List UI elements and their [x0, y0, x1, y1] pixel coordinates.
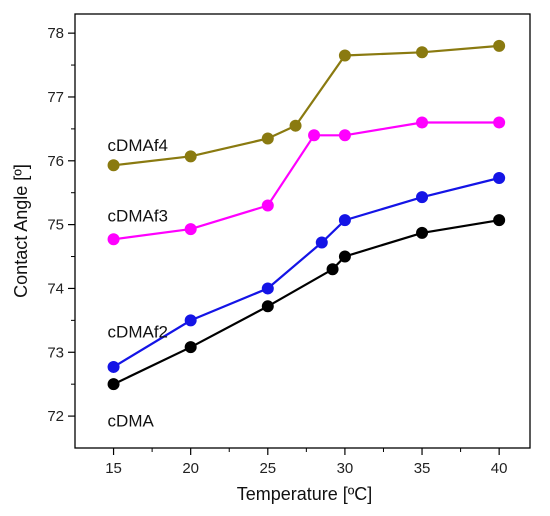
data-point [338, 250, 351, 263]
data-point [338, 214, 351, 227]
data-point [416, 116, 429, 129]
x-tick-label: 40 [491, 460, 508, 477]
data-point [107, 378, 120, 391]
x-tick-label: 35 [414, 460, 431, 477]
data-point [493, 39, 506, 52]
y-tick-label: 73 [47, 344, 64, 361]
data-point [261, 132, 274, 145]
data-point [416, 226, 429, 239]
series-label-cDMAf3: cDMAf3 [108, 206, 168, 225]
data-point [493, 116, 506, 129]
data-point [338, 49, 351, 62]
axes: 15 20 25 30 35 40 72 73 74 75 76 77 78 Temperature [º… [11, 13, 531, 504]
data-point [338, 129, 351, 142]
x-tick-label: 25 [259, 460, 276, 477]
plot-frame [74, 13, 531, 449]
y-tick-label: 74 [47, 280, 64, 297]
data-point [261, 300, 274, 313]
series-cDMAf4 [107, 39, 506, 172]
y-tick-label: 77 [47, 89, 64, 106]
series-cDMAf3 [107, 116, 506, 246]
y-tick-label: 75 [47, 217, 64, 234]
series-cDMA [107, 214, 506, 391]
x-tick-label: 20 [182, 460, 199, 477]
data-point [493, 214, 506, 227]
data-point [326, 263, 339, 276]
series-group [107, 39, 506, 391]
series-label-cDMAf2: cDMAf2 [108, 323, 168, 342]
series-labels: cDMAf4 cDMAf3 cDMAf2 cDMA [108, 136, 168, 430]
data-point [107, 233, 120, 246]
data-point [308, 129, 321, 142]
series-label-cDMA: cDMA [108, 411, 155, 430]
y-tick-label: 76 [47, 153, 64, 170]
data-point [107, 360, 120, 373]
series-line [113, 219, 500, 386]
y-tick-label: 72 [47, 408, 64, 425]
data-point [184, 314, 197, 327]
series-cDMAf2 [107, 172, 506, 373]
data-point [416, 46, 429, 59]
y-tick-label: 78 [47, 25, 64, 42]
data-point [184, 150, 197, 163]
data-point [289, 119, 302, 132]
data-point [107, 159, 120, 172]
x-axis-title: Temperature [ºC] [237, 484, 373, 504]
data-point [493, 172, 506, 185]
series-label-cDMAf4: cDMAf4 [108, 136, 168, 155]
x-tick-label: 15 [105, 460, 122, 477]
data-point [261, 199, 274, 212]
data-point [184, 341, 197, 354]
data-point [416, 191, 429, 204]
x-tick-label: 30 [337, 460, 354, 477]
data-point [184, 223, 197, 236]
series-line [113, 176, 500, 368]
data-point [261, 282, 274, 295]
y-axis-title: Contact Angle [º] [11, 164, 31, 298]
series-line [113, 121, 500, 241]
data-point [315, 236, 328, 249]
